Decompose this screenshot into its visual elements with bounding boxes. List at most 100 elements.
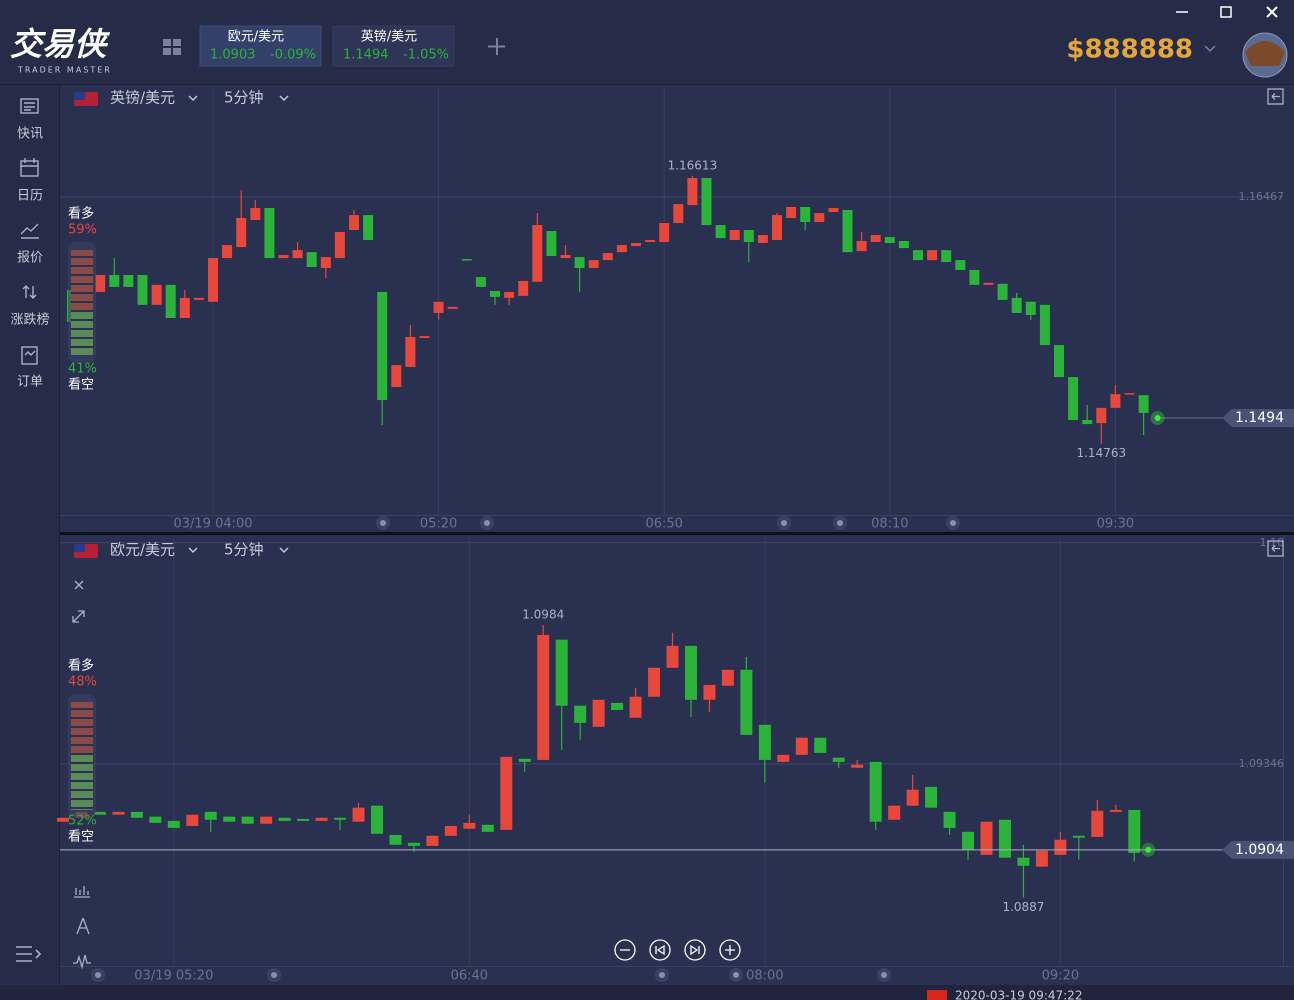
menu-icon[interactable]: [16, 946, 42, 962]
candle-body: [320, 257, 331, 269]
pair-selector[interactable]: 欧元/美元: [110, 541, 175, 559]
candle-body: [391, 365, 402, 388]
x-tick-label: 08:10: [871, 517, 908, 532]
bear-label: 看空: [68, 377, 94, 393]
candle-body: [130, 811, 143, 818]
candle-body: [574, 705, 587, 723]
candle-body: [998, 819, 1011, 858]
candle-body: [95, 275, 106, 292]
candle-body: [149, 816, 162, 823]
candle-body: [377, 291, 388, 401]
x-tick-label: 09:20: [1042, 969, 1079, 984]
zoom-out[interactable]: [614, 939, 636, 961]
nav-item[interactable]: 快讯: [17, 127, 43, 142]
candle-body: [315, 817, 328, 821]
balance-dropdown[interactable]: [1204, 45, 1216, 53]
tab-price: 1.0903: [210, 48, 256, 63]
candle-body: [1017, 857, 1030, 866]
candle-body: [407, 842, 420, 846]
candle-body: [461, 259, 472, 261]
last-price-label: 1.0904: [1235, 842, 1284, 858]
candle-body: [851, 764, 864, 768]
close[interactable]: [1266, 6, 1278, 18]
tab-change: -1.05%: [403, 48, 449, 63]
add-tab[interactable]: [488, 38, 505, 55]
candle-body: [419, 336, 430, 338]
candle-body: [648, 667, 661, 697]
tab-pair: 英镑/美元: [361, 29, 417, 45]
candle-body: [1082, 420, 1093, 425]
candle-body: [518, 758, 531, 762]
charts: 英镑/美元 5分钟 1.16467 03/19 04:00 05:20 06:50 08:1…: [57, 88, 1294, 984]
candle-body: [906, 789, 919, 806]
scroll-dots: [91, 516, 960, 982]
candle-body: [913, 250, 923, 261]
candle-body: [193, 297, 204, 300]
last-price-dot: [1145, 846, 1152, 853]
candle-body: [1128, 809, 1141, 853]
candle-body: [1035, 850, 1048, 867]
nav-item[interactable]: 报价: [17, 251, 43, 266]
interval-selector[interactable]: 5分钟: [224, 541, 264, 559]
flag: [74, 92, 85, 100]
candle-body: [236, 217, 247, 248]
candle-body: [555, 639, 568, 706]
low-annotation: 1.14763: [1076, 446, 1126, 460]
y-tick-label: 1.10: [1260, 536, 1285, 549]
candle-body: [757, 235, 768, 244]
candle-body: [334, 232, 345, 259]
candle-body: [703, 684, 716, 700]
candle-body: [828, 207, 839, 213]
candle-body: [444, 825, 457, 836]
candle-body: [980, 821, 993, 855]
pair-selector[interactable]: 英镑/美元: [110, 89, 175, 107]
maximize[interactable]: [1220, 6, 1232, 18]
candle-body: [795, 737, 808, 755]
y-tick-label: 1.16467: [1239, 190, 1285, 203]
status-datetime: 2020-03-19 09:47:22: [955, 989, 1082, 1000]
nav-item[interactable]: 订单: [17, 375, 43, 390]
nav-item[interactable]: 日历: [17, 189, 43, 204]
candle-body: [925, 786, 938, 808]
bear-bar: [71, 311, 93, 355]
candle-body: [405, 336, 416, 367]
grid-icon[interactable]: [163, 39, 181, 55]
candle-body: [1054, 839, 1067, 855]
nav-item[interactable]: 涨跌榜: [10, 312, 49, 328]
candle-body: [481, 824, 494, 832]
candle-body: [137, 275, 148, 305]
zoom-in[interactable]: [719, 939, 741, 961]
candle-body: [204, 811, 217, 820]
candle-body: [673, 204, 684, 224]
candle-body: [1054, 345, 1064, 378]
tab[interactable]: [332, 25, 455, 67]
candle-body: [433, 301, 444, 313]
candle-body: [884, 237, 895, 244]
candle-body: [223, 816, 236, 822]
logo: 交易侠: [10, 25, 111, 63]
status-bar: [0, 985, 1294, 1000]
candle-body: [241, 816, 254, 824]
sidebar-icons: [20, 98, 39, 365]
candle-body: [592, 699, 605, 727]
tab-active[interactable]: [199, 25, 322, 67]
candle-body: [602, 253, 613, 261]
dropdown-arrow: [279, 547, 289, 553]
go-start[interactable]: [649, 939, 671, 961]
interval-selector[interactable]: 5分钟: [224, 89, 264, 107]
candle-body: [123, 275, 134, 287]
bull-label: 看多: [68, 658, 94, 674]
go-end[interactable]: [684, 939, 706, 961]
candle-body: [560, 255, 571, 259]
candle-body: [1091, 810, 1104, 837]
candle-body: [389, 834, 402, 845]
candle-body: [349, 215, 359, 230]
logo-subtitle: TRADER MASTER: [17, 66, 112, 75]
candle-body: [363, 215, 374, 240]
candle-body: [1124, 393, 1135, 395]
candle-body: [1011, 297, 1022, 313]
candle-body: [93, 811, 106, 815]
high-annotation: 1.16613: [668, 158, 718, 172]
